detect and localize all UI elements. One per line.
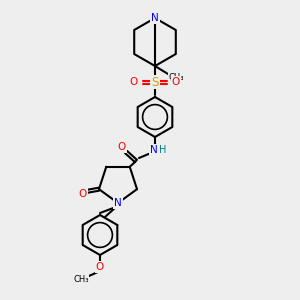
- Text: N: N: [151, 13, 159, 23]
- Text: O: O: [172, 77, 180, 87]
- Text: O: O: [130, 77, 138, 87]
- Text: O: O: [79, 189, 87, 199]
- Text: N: N: [150, 145, 158, 155]
- Text: N: N: [114, 198, 122, 208]
- Text: S: S: [151, 76, 159, 88]
- Text: H: H: [159, 145, 167, 155]
- Text: CH₃: CH₃: [168, 74, 184, 82]
- Text: CH₃: CH₃: [73, 275, 89, 284]
- Text: O: O: [118, 142, 126, 152]
- Text: O: O: [96, 262, 104, 272]
